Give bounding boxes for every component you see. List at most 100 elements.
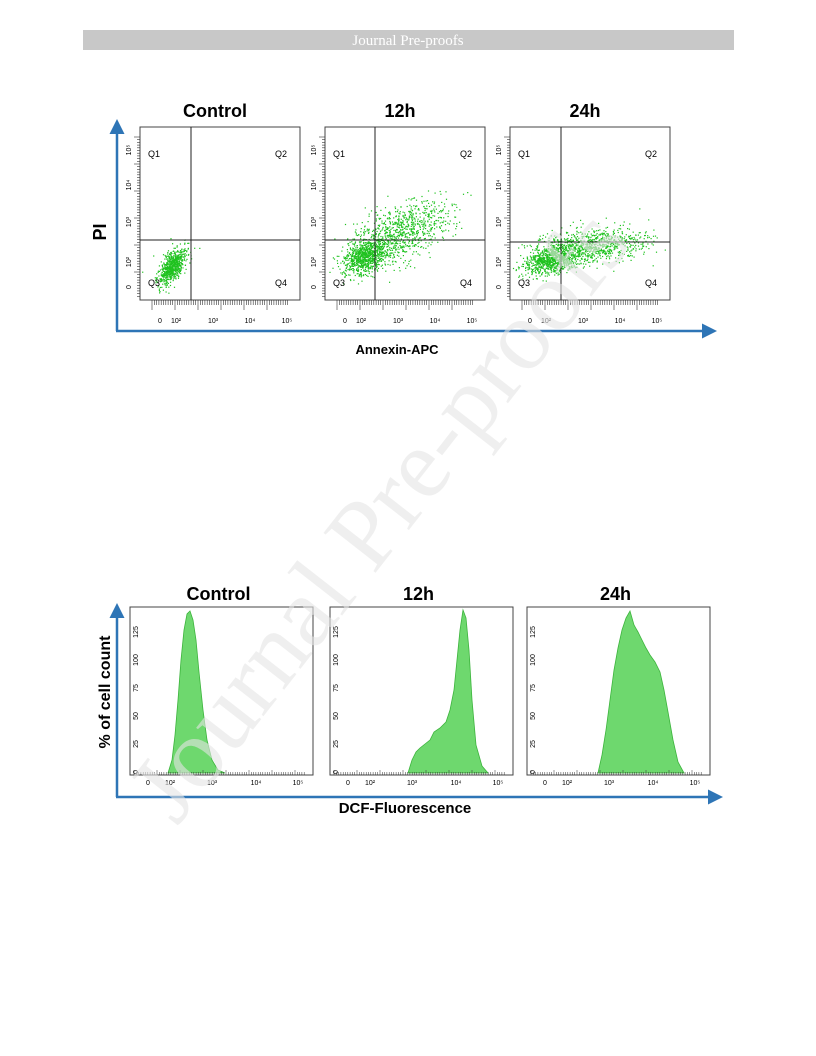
event-dot bbox=[401, 229, 403, 231]
event-dot bbox=[361, 255, 363, 257]
event-dot bbox=[162, 276, 164, 278]
event-dot bbox=[179, 265, 181, 267]
event-dot bbox=[346, 259, 348, 261]
event-dot bbox=[607, 233, 609, 235]
event-dot bbox=[568, 257, 570, 259]
event-dot bbox=[164, 254, 166, 257]
event-dot bbox=[393, 269, 395, 271]
event-dot bbox=[448, 230, 450, 232]
event-dot bbox=[581, 244, 584, 246]
event-dot bbox=[451, 205, 453, 207]
event-dot bbox=[430, 224, 432, 226]
event-dot bbox=[170, 281, 172, 283]
event-dot bbox=[361, 259, 364, 261]
event-dot bbox=[428, 213, 430, 215]
event-dot bbox=[412, 218, 414, 220]
event-dot bbox=[554, 267, 556, 269]
event-dot bbox=[587, 258, 589, 260]
event-dot bbox=[362, 252, 364, 254]
event-dot bbox=[172, 280, 174, 282]
event-dot bbox=[168, 278, 170, 281]
event-dot bbox=[355, 229, 357, 231]
event-dot bbox=[417, 222, 419, 224]
event-dot bbox=[430, 216, 432, 219]
event-dot bbox=[592, 253, 594, 255]
event-dot bbox=[376, 250, 378, 252]
event-dot bbox=[591, 246, 593, 249]
event-dot bbox=[405, 228, 407, 230]
event-dot bbox=[402, 219, 404, 222]
event-dot bbox=[609, 246, 611, 248]
event-dot bbox=[576, 236, 579, 238]
event-dot bbox=[165, 268, 167, 270]
event-dot bbox=[558, 263, 560, 265]
event-dot bbox=[621, 238, 623, 240]
event-dot bbox=[442, 210, 444, 212]
event-dot bbox=[186, 258, 188, 260]
event-dot bbox=[453, 203, 455, 205]
event-dot bbox=[388, 218, 390, 220]
event-dot bbox=[535, 278, 538, 280]
event-dot bbox=[421, 201, 423, 203]
event-dot bbox=[369, 266, 371, 268]
event-dot bbox=[348, 268, 350, 270]
event-dot bbox=[165, 255, 167, 258]
event-dot bbox=[392, 252, 394, 254]
event-dot bbox=[559, 266, 561, 268]
event-dot bbox=[400, 224, 402, 226]
event-dot bbox=[167, 282, 169, 284]
event-dot bbox=[545, 250, 547, 252]
event-dot bbox=[168, 264, 170, 266]
event-dot bbox=[556, 248, 558, 250]
event-dot bbox=[387, 240, 389, 242]
event-dot bbox=[170, 274, 172, 276]
event-dot bbox=[174, 264, 176, 266]
event-dot bbox=[531, 273, 533, 275]
event-dot bbox=[385, 236, 387, 238]
event-dot bbox=[577, 251, 579, 253]
event-dot bbox=[585, 249, 587, 251]
event-dot bbox=[550, 271, 552, 273]
event-dot bbox=[417, 209, 419, 211]
event-dot bbox=[594, 235, 596, 237]
event-dot bbox=[582, 233, 584, 235]
event-dot bbox=[385, 224, 387, 226]
event-dot bbox=[428, 231, 430, 233]
event-dot bbox=[365, 263, 367, 265]
event-dot bbox=[631, 249, 633, 251]
event-dot bbox=[587, 237, 590, 239]
event-dot bbox=[408, 260, 410, 262]
event-dot bbox=[363, 231, 365, 233]
event-dot bbox=[170, 253, 172, 255]
event-dot bbox=[355, 256, 357, 258]
event-dot bbox=[552, 262, 554, 264]
event-dot bbox=[584, 253, 586, 256]
event-dot bbox=[544, 257, 546, 259]
event-dot bbox=[552, 247, 554, 249]
event-dot bbox=[369, 252, 371, 254]
event-dot bbox=[349, 262, 351, 264]
event-dot bbox=[178, 272, 181, 274]
event-dot bbox=[412, 232, 414, 234]
event-dot bbox=[387, 243, 389, 245]
event-dot bbox=[584, 247, 586, 249]
event-dot bbox=[431, 236, 433, 238]
event-dot bbox=[375, 220, 377, 222]
event-dot bbox=[359, 273, 361, 275]
event-dot bbox=[382, 256, 384, 258]
event-dot bbox=[515, 269, 517, 271]
event-dot bbox=[567, 250, 569, 252]
event-dot bbox=[418, 208, 420, 210]
event-dot bbox=[357, 250, 359, 252]
event-dot bbox=[654, 235, 657, 237]
y-tick-label: 50 bbox=[333, 712, 340, 720]
event-dot bbox=[377, 241, 379, 243]
event-dot bbox=[372, 250, 374, 252]
event-dot bbox=[372, 230, 374, 232]
event-dot bbox=[585, 263, 587, 265]
event-dot bbox=[366, 256, 368, 258]
event-dot bbox=[549, 252, 551, 254]
event-dot bbox=[384, 220, 387, 222]
event-dot bbox=[621, 233, 624, 235]
event-dot bbox=[591, 253, 593, 255]
